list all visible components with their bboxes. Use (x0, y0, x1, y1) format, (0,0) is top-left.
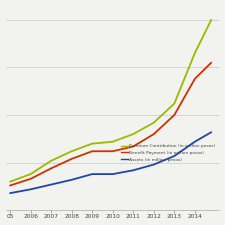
Legend: Premium Contribution (in million pesos), Benefit Payment (in million pesos), Ass: Premium Contribution (in million pesos),… (119, 142, 217, 164)
